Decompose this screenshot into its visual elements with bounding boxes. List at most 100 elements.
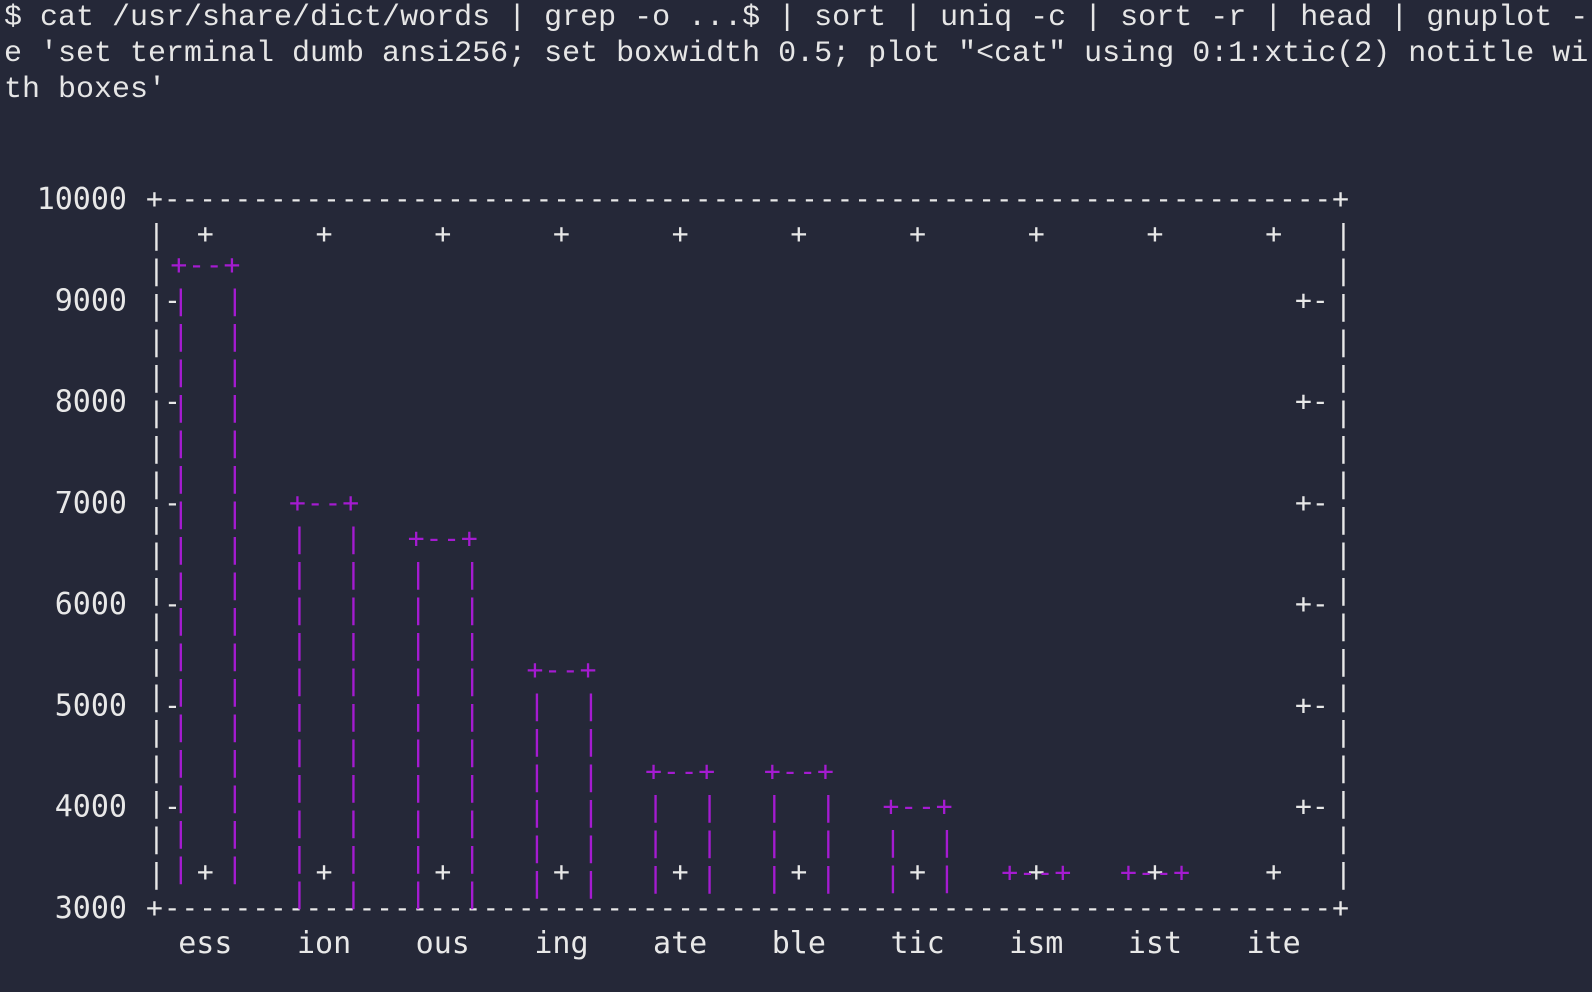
command-line-2: e 'set terminal dumb ansi256; set boxwid… bbox=[4, 37, 1589, 71]
bar-side-left: | bbox=[291, 734, 308, 767]
bar-side-right: | bbox=[582, 688, 599, 721]
plot-right-border: | bbox=[1335, 431, 1352, 464]
x-tick-mark-bottom: + bbox=[197, 855, 214, 888]
bar-side-left: | bbox=[885, 861, 902, 894]
bar-side-right: | bbox=[939, 861, 956, 894]
bar-side-left: | bbox=[291, 805, 308, 838]
bar-side-right: | bbox=[582, 830, 599, 863]
plot-right-border: | bbox=[1335, 609, 1352, 642]
bar-side-left: | bbox=[291, 592, 308, 625]
bar-side-left: | bbox=[172, 354, 189, 387]
x-tick-mark-top: + bbox=[909, 217, 926, 250]
plot-left-border: | bbox=[148, 822, 165, 855]
bar-side-right: | bbox=[464, 805, 481, 838]
bar-top: +--+ bbox=[645, 754, 715, 787]
plot-left-border: | bbox=[148, 573, 165, 606]
plot-right-border: | bbox=[1335, 857, 1352, 890]
bar-side-right: | bbox=[345, 770, 362, 803]
bar-side-left: | bbox=[647, 861, 664, 894]
bar-side-left: | bbox=[410, 805, 427, 838]
x-tick-mark-top: + bbox=[553, 217, 570, 250]
bar-side-right: | bbox=[226, 532, 243, 565]
y-tick-mark-left: - bbox=[164, 790, 181, 823]
bar-side-right: | bbox=[464, 841, 481, 874]
x-tick-mark-top: + bbox=[1147, 217, 1164, 250]
bar-side-right: | bbox=[464, 734, 481, 767]
bar-side-left: | bbox=[528, 759, 545, 792]
bar-side-right: | bbox=[226, 354, 243, 387]
x-tick-mark-top: + bbox=[316, 217, 333, 250]
bar-side-left: | bbox=[172, 319, 189, 352]
bar-side-right: | bbox=[345, 521, 362, 554]
bar-top: +--+ bbox=[1001, 856, 1071, 889]
y-tick-label: 3000 bbox=[55, 891, 127, 926]
plot-right-border: | bbox=[1335, 396, 1352, 429]
y-tick-mark-right: +- bbox=[1295, 486, 1329, 519]
bar-side-right: | bbox=[226, 425, 243, 458]
y-tick-mark-left: - bbox=[164, 283, 181, 316]
x-tick-label: ist bbox=[1128, 926, 1182, 961]
bar-side-right: | bbox=[226, 638, 243, 671]
bar-side-right: | bbox=[464, 663, 481, 696]
plot-left-border: | bbox=[148, 289, 165, 322]
bar-side-right: | bbox=[701, 825, 718, 858]
y-tick-label: 4000 bbox=[55, 790, 127, 825]
plot-left-border: | bbox=[148, 751, 165, 784]
bar-side-left: | bbox=[410, 663, 427, 696]
bar-side-left: | bbox=[885, 825, 902, 858]
bar-side-right: | bbox=[582, 759, 599, 792]
bar-side-right: | bbox=[582, 866, 599, 899]
x-tick-mark-top: + bbox=[1028, 217, 1045, 250]
bar-side-left: | bbox=[172, 780, 189, 813]
bar-side-right: | bbox=[226, 390, 243, 423]
y-tick-mark-right: +- bbox=[1295, 587, 1329, 620]
bar-side-right: | bbox=[226, 709, 243, 742]
x-tick-label: ion bbox=[297, 926, 351, 961]
x-tick-mark-top: + bbox=[434, 217, 451, 250]
plot-right-border: | bbox=[1335, 254, 1352, 287]
bar-side-right: | bbox=[464, 876, 481, 909]
x-tick-mark-bottom: + bbox=[1265, 855, 1282, 888]
x-tick-mark-bottom: + bbox=[909, 855, 926, 888]
plot-left-border: | bbox=[148, 254, 165, 287]
x-tick-mark-bottom: + bbox=[1028, 855, 1045, 888]
bar-side-left: | bbox=[172, 709, 189, 742]
bar-top: +--+ bbox=[289, 486, 359, 519]
bar-side-left: | bbox=[172, 851, 189, 884]
bar-side-left: | bbox=[528, 688, 545, 721]
bar-side-left: | bbox=[410, 557, 427, 590]
bar-side-right: | bbox=[226, 780, 243, 813]
bar-top: +--+ bbox=[408, 521, 478, 554]
x-tick-mark-bottom: + bbox=[1147, 855, 1164, 888]
plot-left-border: | bbox=[148, 431, 165, 464]
x-tick-label: ism bbox=[1009, 926, 1063, 961]
y-tick-label: 9000 bbox=[55, 283, 127, 318]
bar-side-right: | bbox=[226, 603, 243, 636]
plot-right-border: | bbox=[1335, 360, 1352, 393]
plot-left-border: | bbox=[148, 609, 165, 642]
y-tick-mark-left: - bbox=[164, 688, 181, 721]
bar-side-left: | bbox=[291, 557, 308, 590]
bar-side-left: | bbox=[410, 592, 427, 625]
x-tick-label: ous bbox=[416, 926, 470, 961]
y-tick-label: 5000 bbox=[55, 688, 127, 723]
bar-side-left: | bbox=[766, 825, 783, 858]
y-tick-label: 8000 bbox=[55, 385, 127, 420]
bar-side-right: | bbox=[226, 496, 243, 529]
bar-side-right: | bbox=[582, 795, 599, 828]
bar-side-left: | bbox=[528, 724, 545, 757]
plot-left-border: | bbox=[148, 467, 165, 500]
bar-side-left: | bbox=[172, 638, 189, 671]
bar-side-left: | bbox=[410, 734, 427, 767]
bar-top: +--+ bbox=[1120, 856, 1190, 889]
x-tick-label: ess bbox=[178, 926, 232, 961]
bar-side-left: | bbox=[172, 496, 189, 529]
bar-side-left: | bbox=[172, 283, 189, 316]
plot-left-border: | bbox=[148, 218, 165, 251]
bar-side-left: | bbox=[172, 567, 189, 600]
y-tick-mark-left: - bbox=[164, 486, 181, 519]
bar-side-left: | bbox=[291, 876, 308, 909]
command-line-3: th boxes' bbox=[4, 73, 167, 107]
bar-side-right: | bbox=[345, 592, 362, 625]
